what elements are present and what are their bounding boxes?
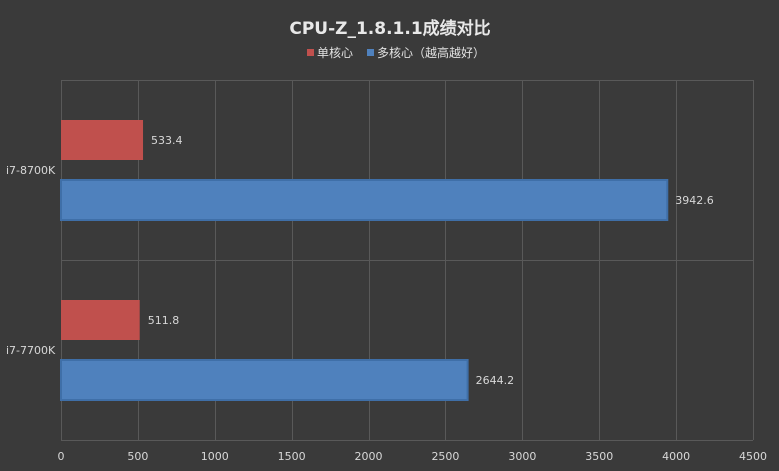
x-tick-label: 4500	[739, 450, 767, 463]
legend: 单核心 多核心（越高越好）	[307, 45, 485, 60]
x-tick-label: 2500	[431, 450, 459, 463]
data-label-multi-0: 3942.6	[675, 194, 714, 207]
chart-title: CPU-Z_1.8.1.1成绩对比	[289, 18, 490, 39]
data-label-multi-1: 2644.2	[476, 374, 515, 387]
x-tick-label: 1500	[278, 450, 306, 463]
category-label-1: i7-7700K	[6, 344, 56, 357]
bar-multi-0	[60, 179, 669, 221]
x-tick-label: 1000	[201, 450, 229, 463]
bars	[60, 120, 669, 401]
legend-label-multi: 多核心（越高越好）	[377, 45, 485, 60]
x-tick-label: 0	[58, 450, 65, 463]
x-tick-label: 3000	[508, 450, 536, 463]
x-tick-label: 500	[127, 450, 148, 463]
x-tick-label: 3500	[585, 450, 613, 463]
legend-label-single: 单核心	[317, 46, 353, 60]
x-tick-label: 2000	[355, 450, 383, 463]
category-label-0: i7-8700K	[6, 164, 56, 177]
bar-multi-1	[60, 359, 469, 401]
bar-single-0	[61, 120, 144, 160]
legend-swatch-multi	[367, 49, 374, 56]
data-label-single-0: 533.4	[151, 134, 183, 147]
gridlines	[61, 80, 754, 441]
data-label-single-1: 511.8	[148, 314, 180, 327]
bar-single-1	[61, 300, 140, 340]
legend-swatch-single	[307, 49, 314, 56]
x-axis-ticks: 0 500 1000 1500 2000 2500 3000 3500 4000 4500	[58, 450, 768, 463]
x-tick-label: 4000	[662, 450, 690, 463]
data-labels: 533.4 3942.6 511.8 2644.2	[148, 134, 714, 387]
category-labels: i7-8700K i7-7700K	[6, 164, 56, 357]
